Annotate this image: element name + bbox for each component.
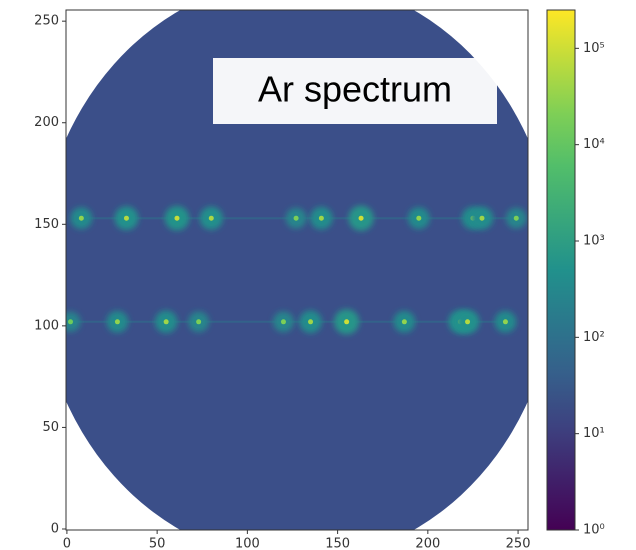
y-tick-label: 200: [34, 115, 59, 130]
spot: [78, 215, 84, 221]
annotation-box: [213, 58, 497, 124]
y-tick-label: 150: [34, 217, 59, 232]
spot: [196, 319, 202, 325]
spot: [502, 319, 508, 325]
spot: [401, 319, 407, 325]
colorbar-tick-label: 10⁰: [583, 523, 605, 538]
spot: [123, 215, 129, 221]
spot: [513, 215, 519, 221]
spot: [163, 319, 169, 325]
spot: [308, 319, 314, 325]
annotation: Ar spectrum: [258, 69, 452, 110]
y-tick-label: 50: [42, 420, 59, 435]
colorbar-tick-label: 10⁵: [583, 41, 605, 56]
image: [66, 10, 528, 530]
spot: [114, 319, 120, 325]
spot: [68, 319, 74, 325]
detector-background: [66, 10, 528, 530]
colorbar: [546, 9, 576, 531]
spot: [280, 319, 286, 325]
y-tick-label: 250: [34, 14, 59, 29]
colorbar-tick-label: 10³: [583, 234, 605, 249]
x-tick-label: 50: [149, 537, 166, 550]
colorbar-tick-label: 10²: [583, 330, 605, 345]
x-tick-label: 150: [325, 537, 350, 550]
spot: [318, 215, 324, 221]
colorbar-tick-label: 10¹: [583, 426, 605, 441]
x-tick-label: 100: [235, 537, 260, 550]
spot: [293, 215, 299, 221]
spot-halo: [66, 311, 81, 332]
spot: [465, 319, 471, 325]
spot: [479, 215, 485, 221]
colorbar-tick-label: 10⁴: [583, 137, 605, 152]
x-tick-label: 0: [63, 537, 71, 550]
x-tick-label: 250: [506, 537, 531, 550]
spot: [174, 215, 180, 221]
x-tick-label: 200: [415, 537, 440, 550]
spot: [416, 215, 422, 221]
spot: [344, 319, 350, 325]
y-tick-label: 0: [51, 521, 59, 536]
spot: [208, 215, 214, 221]
plot-frame: [65, 9, 529, 531]
spot: [358, 215, 364, 221]
y-tick-label: 100: [34, 318, 59, 333]
